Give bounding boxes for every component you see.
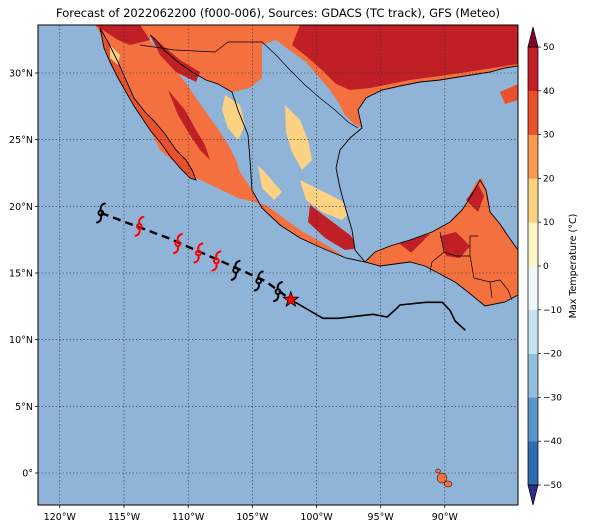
latitude-ticks: 0° 5°N 10°N 15°N 20°N 25°N 30°N (9, 69, 38, 480)
cyclone-icon (172, 233, 183, 255)
cyclone-icon (95, 202, 106, 224)
cyclone-icon (253, 270, 264, 292)
lon-tick-label: 95°W (368, 512, 395, 523)
longitude-ticks: 120°W 115°W 110°W 105°W 100°W 95°W 90°W (44, 505, 459, 523)
colorbar-tick-label: −20 (543, 350, 562, 360)
colorbar-segment (528, 441, 538, 486)
colorbar-label: Max Temperature (°C) (568, 214, 579, 319)
cyclone-icon (211, 250, 222, 272)
lat-tick-label: 20°N (9, 202, 33, 213)
cyclone-icon (273, 281, 283, 303)
cyclone-symbols (95, 202, 283, 303)
country-borders (139, 41, 513, 301)
lon-tick-label: 90°W (432, 512, 459, 523)
land-highland-region (110, 45, 505, 272)
colorbar-segment (528, 90, 538, 135)
colorbar-segment (528, 397, 538, 442)
lon-tick-label: 100°W (300, 512, 333, 523)
gulf-of-mexico (336, 66, 518, 262)
land-hot-region (95, 25, 518, 262)
colorbar-tick-label: 50 (543, 43, 555, 53)
colorbar-segment (528, 134, 538, 179)
land-yucatan-hot (440, 184, 484, 258)
colorbar-segment (528, 47, 538, 92)
colorbar-tick-label: −40 (543, 437, 562, 447)
land-layer (95, 25, 518, 488)
colorbar-segment (528, 309, 538, 354)
cyclone-icon (134, 215, 145, 237)
colorbar-extend-min (527, 484, 539, 506)
colorbar-tick-label: −10 (543, 306, 562, 316)
forecast-track-line (290, 298, 466, 331)
colorbar-tick-label: −50 (543, 481, 562, 491)
graticule (38, 25, 518, 505)
lon-tick-label: 105°W (236, 512, 269, 523)
colorbar-extend-max (527, 26, 539, 48)
colorbar: 50 40 30 20 10 0 −10 −20 −30 −40 −50 Max Temperatu… (527, 26, 579, 506)
colorbar-segment (528, 222, 538, 267)
lat-tick-label: 30°N (9, 69, 33, 80)
lat-tick-label: 10°N (9, 335, 33, 346)
colorbar-tick-label: −30 (543, 393, 562, 403)
cyclone-icon (230, 259, 241, 281)
current-position-star (282, 290, 300, 308)
colorbar-segments (528, 47, 538, 486)
map-frame (37, 24, 519, 506)
cyclone-icon (193, 242, 204, 264)
colorbar-tick-label: 20 (543, 174, 555, 184)
coastline (99, 27, 518, 307)
land-cuba (500, 84, 518, 104)
colorbar-tick-label: 0 (543, 262, 549, 272)
colorbar-segment (528, 266, 538, 311)
lat-tick-label: 5°N (15, 402, 33, 413)
colorbar-tick-label: 30 (543, 131, 555, 141)
colorbar-tick-label: 40 (543, 87, 555, 97)
lon-tick-label: 110°W (172, 512, 205, 523)
colorbar-segment (528, 353, 538, 398)
lon-tick-label: 115°W (108, 512, 141, 523)
lat-tick-label: 15°N (9, 269, 33, 280)
land-baja-california (100, 28, 196, 180)
past-track-line (100, 211, 292, 301)
lon-tick-label: 120°W (44, 512, 77, 523)
lat-tick-label: 0° (22, 469, 33, 480)
colorbar-ticks: 50 40 30 20 10 0 −10 −20 −30 −40 −50 (538, 43, 562, 491)
colorbar-segment (528, 178, 538, 223)
colorbar-tick-label: 10 (543, 218, 555, 228)
map-panel (37, 24, 519, 506)
lat-tick-label: 25°N (9, 135, 33, 146)
map-title: Forecast of 2022062200 (f000-006), Sourc… (56, 6, 500, 20)
